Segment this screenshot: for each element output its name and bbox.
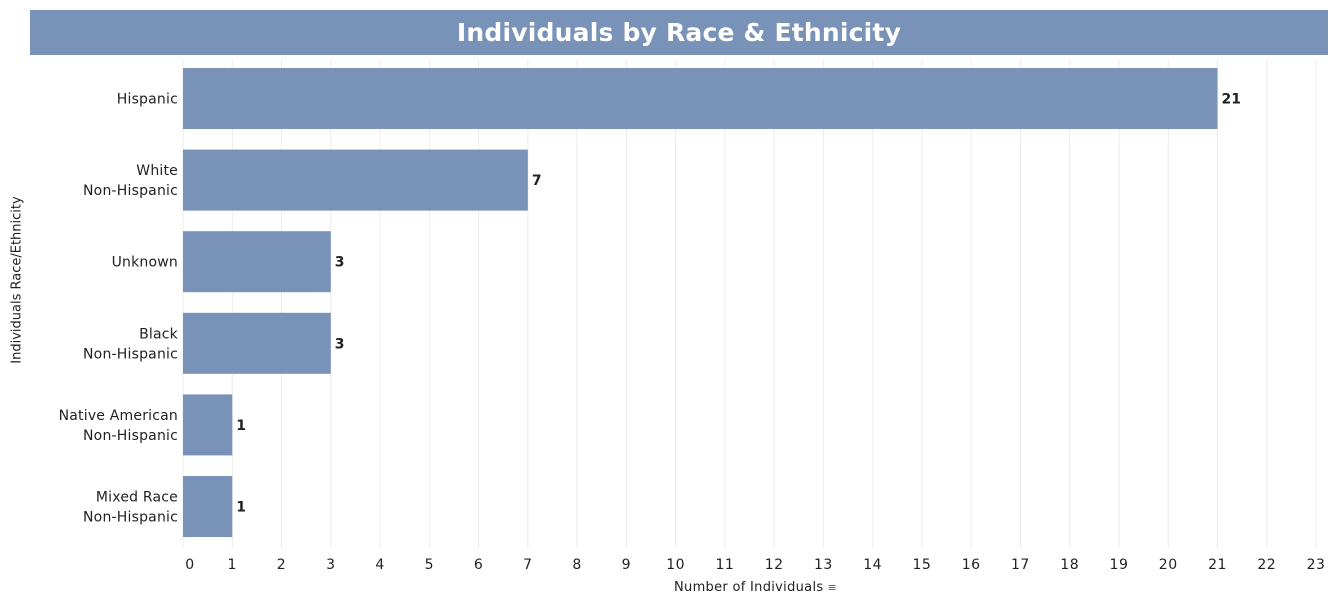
x-tick-label: 16 — [962, 557, 981, 573]
sort-descending-icon[interactable]: ≡ — [827, 581, 837, 594]
x-tick-label: 9 — [622, 557, 631, 573]
category-labels: Hispanic White Non-Hispanic Unknown Black Non… — [59, 92, 179, 526]
x-tick-label: 20 — [1159, 557, 1178, 573]
x-tick-labels: 0 1 2 3 4 5 6 7 8 9 10 11 12 13 14 15 16 17 18 19 20 21 22 23 — [185, 557, 1325, 573]
value-labels: 21 7 3 3 1 1 — [236, 92, 1241, 516]
chart-title: Individuals by Race & Ethnicity — [456, 18, 902, 47]
bar-value-label: 1 — [236, 500, 246, 516]
x-tick-label: 22 — [1257, 557, 1276, 573]
bars — [183, 68, 1218, 537]
bar-value-label: 1 — [236, 418, 246, 434]
category-label: Native American Non-Hispanic — [59, 408, 178, 444]
x-tick-label: 2 — [277, 557, 286, 573]
x-tick-label: 23 — [1307, 557, 1326, 573]
gridlines — [182, 60, 1317, 548]
x-tick-label: 7 — [523, 557, 532, 573]
x-tick-label: 14 — [863, 557, 882, 573]
x-tick-label: 13 — [814, 557, 833, 573]
category-label: Mixed Race Non-Hispanic — [83, 490, 178, 526]
x-tick-label: 3 — [326, 557, 335, 573]
bar — [183, 149, 528, 211]
x-axis-label: Number of Individuals — [674, 580, 824, 595]
bar — [183, 231, 331, 293]
x-tick-label: 5 — [425, 557, 434, 573]
x-tick-label: 21 — [1208, 557, 1227, 573]
title-banner: Individuals by Race & Ethnicity — [30, 10, 1328, 55]
x-tick-label: 10 — [666, 557, 685, 573]
bar-value-label: 7 — [532, 173, 542, 189]
x-tick-label: 18 — [1060, 557, 1079, 573]
bar — [183, 312, 331, 374]
x-tick-label: 4 — [375, 557, 384, 573]
category-label: Unknown — [112, 255, 178, 271]
category-label: White Non-Hispanic — [83, 163, 178, 199]
x-tick-label: 0 — [185, 557, 194, 573]
category-label: Black Non-Hispanic — [83, 326, 179, 362]
bar-value-label: 21 — [1221, 92, 1240, 108]
bar-value-label: 3 — [335, 255, 345, 271]
bar — [183, 394, 233, 456]
x-tick-label: 11 — [715, 557, 734, 573]
bar-value-label: 3 — [335, 336, 345, 352]
x-tick-label: 6 — [474, 557, 483, 573]
x-tick-label: 1 — [228, 557, 237, 573]
bar — [183, 476, 233, 537]
category-label: Hispanic — [117, 92, 178, 108]
bar — [183, 68, 1218, 129]
x-tick-label: 15 — [912, 557, 931, 573]
x-tick-label: 8 — [572, 557, 581, 573]
x-tick-label: 19 — [1110, 557, 1129, 573]
x-tick-label: 17 — [1011, 557, 1030, 573]
x-tick-label: 12 — [765, 557, 784, 573]
x-axis-title: Number of Individuals ≡ — [183, 580, 1328, 595]
